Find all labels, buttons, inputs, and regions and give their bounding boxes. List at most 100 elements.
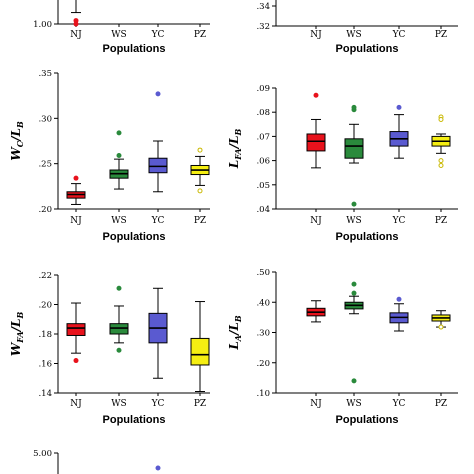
box-nj: [71, 0, 81, 27]
outlier-point: [351, 201, 357, 207]
category-label-yc: YC: [392, 399, 406, 409]
x-axis-title: Populations: [336, 231, 399, 243]
y-tick-label: .04: [256, 205, 270, 215]
y-axis-title: WFA/LB: [9, 312, 25, 357]
panel-7: 5.00: [33, 449, 161, 474]
box-nj: [306, 92, 326, 169]
category-label-ws: WS: [346, 30, 361, 40]
y-tick-label: .30: [256, 329, 270, 339]
category-label-yc: YC: [392, 30, 406, 40]
category-label-nj: NJ: [310, 216, 322, 226]
y-tick-label: .18: [38, 330, 52, 340]
y-tick-label: .32: [256, 22, 270, 32]
y-tick-label: .20: [256, 359, 270, 369]
x-axis-title: Populations: [336, 414, 399, 426]
y-tick-label: .34: [256, 2, 270, 12]
category-label-ws: WS: [111, 30, 126, 40]
y-tick-label: .40: [256, 298, 270, 308]
box-ws: [109, 285, 129, 353]
y-tick-label: .10: [256, 389, 270, 399]
outlier-point: [438, 116, 444, 122]
x-axis-title: Populations: [103, 43, 166, 55]
x-axis-title: Populations: [103, 414, 166, 426]
box-yc: [389, 104, 409, 159]
category-label-pz: PZ: [194, 30, 206, 40]
y-axis-title: LFA/LB: [227, 129, 243, 170]
category-label-nj: NJ: [70, 216, 82, 226]
box-ws: [109, 130, 129, 190]
outlier-point: [438, 162, 444, 168]
x-axis-title: Populations: [103, 231, 166, 243]
category-label-ws: WS: [111, 399, 126, 409]
outlier-point: [313, 92, 319, 98]
category-label-ws: WS: [346, 399, 361, 409]
outlier-point: [197, 147, 203, 153]
y-tick-label: .08: [256, 108, 270, 118]
y-tick-label: .35: [38, 69, 52, 79]
box-ws: [344, 281, 364, 384]
outlier-point: [116, 130, 122, 136]
box-nj: [66, 302, 86, 364]
outlier-point: [438, 324, 444, 330]
box-yc: [148, 287, 168, 379]
category-label-nj: NJ: [70, 30, 82, 40]
outlier-point: [116, 285, 122, 291]
outlier-point: [438, 158, 444, 164]
y-axis-title: WC/LB: [9, 121, 25, 161]
y-tick-label: .30: [38, 114, 52, 124]
category-label-yc: YC: [392, 216, 406, 226]
y-tick-label: .07: [256, 132, 270, 142]
category-label-pz: PZ: [194, 216, 206, 226]
box-pz: [431, 114, 451, 168]
category-label-pz: PZ: [435, 399, 447, 409]
box-pz: [190, 301, 210, 393]
outlier-point: [351, 378, 357, 384]
panel-4: .04 .05 .06 .07 .08 .09 NJ WS YC PZ Populations LFA…: [227, 84, 458, 243]
outlier-point: [116, 153, 122, 159]
category-label-pz: PZ: [435, 30, 447, 40]
y-tick-label: .09: [256, 84, 270, 94]
panel-3: .20 .25 .30 .35 NJ WS YC PZ Populations WC/LB: [9, 69, 210, 243]
outlier-point: [73, 358, 79, 364]
outlier-point: [73, 175, 79, 181]
category-label-ws: WS: [346, 216, 361, 226]
y-tick-label: .05: [256, 181, 270, 191]
category-label-nj: NJ: [310, 399, 322, 409]
outlier-point: [155, 91, 161, 97]
outlier-point: [155, 465, 161, 471]
outlier-point: [351, 104, 357, 110]
box-pz: [431, 310, 451, 330]
y-tick-label: 1.00: [33, 20, 52, 30]
panel-6: .10 .20 .30 .40 .50 NJ WS YC PZ Populations LA/LB: [227, 268, 458, 426]
category-label-yc: YC: [151, 399, 165, 409]
panel-5: .14 .16 .18 .20 .22 NJ WS YC PZ Populations WFA/LB: [9, 271, 210, 426]
category-label-ws: WS: [111, 216, 126, 226]
box-nj: [306, 300, 326, 323]
y-tick-label: .50: [256, 268, 270, 278]
y-tick-label: .20: [38, 205, 52, 215]
box-ws: [344, 104, 364, 207]
x-axis-title: Populations: [336, 43, 399, 55]
y-tick-label: .06: [256, 157, 270, 167]
y-tick-label: 5.00: [33, 449, 52, 459]
outlier-point: [197, 188, 203, 194]
panel-1: 1.00 NJ WS YC PZ Populations: [33, 0, 210, 55]
outlier-point: [351, 290, 357, 296]
y-tick-label: .22: [38, 271, 52, 281]
y-tick-label: .16: [38, 360, 52, 370]
box-yc: [148, 91, 168, 193]
category-label-yc: YC: [151, 30, 165, 40]
category-label-pz: PZ: [194, 399, 206, 409]
outlier-point: [73, 21, 79, 27]
box-body: [190, 337, 210, 366]
category-label-nj: NJ: [70, 399, 82, 409]
box-body: [344, 138, 364, 159]
category-label-pz: PZ: [435, 216, 447, 226]
y-tick-label: .20: [38, 301, 52, 311]
panel-2: .34 .32 NJ WS YC PZ Populations: [256, 0, 458, 55]
box-nj: [66, 175, 86, 205]
y-axis-title: LA/LB: [227, 315, 243, 350]
box-yc: [155, 465, 161, 471]
box-body: [148, 157, 168, 174]
